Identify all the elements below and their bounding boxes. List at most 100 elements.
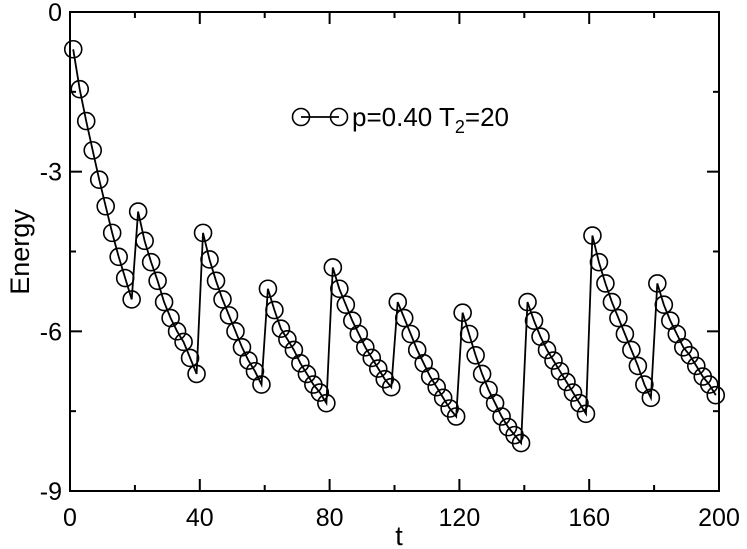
x-tick-label: 80 [316, 504, 344, 532]
data-point [654, 295, 674, 315]
data-point [258, 279, 278, 299]
data-point [699, 375, 719, 394]
series-markers [63, 39, 726, 453]
data-point [70, 79, 90, 99]
data-point [596, 274, 615, 293]
data-point [317, 393, 336, 413]
data-point [122, 290, 141, 309]
data-point [271, 319, 291, 338]
data-point [323, 258, 343, 277]
data-point [128, 202, 148, 221]
data-point [96, 196, 115, 216]
data-point [368, 359, 388, 378]
data-point [622, 340, 641, 360]
data-point [89, 170, 109, 189]
data-point [492, 407, 511, 426]
data-point [63, 39, 83, 59]
data-point [174, 332, 193, 352]
axis-ticks [69, 11, 720, 492]
data-point [583, 226, 602, 245]
data-point [206, 271, 226, 291]
data-point [459, 324, 479, 344]
data-point [420, 367, 440, 386]
data-point [511, 433, 531, 453]
data-point [109, 247, 128, 267]
legend-entry-label: p=0.40 T2=20 [352, 102, 509, 137]
y-axis-title: Energy [5, 209, 35, 295]
data-point [615, 324, 635, 344]
data-point [76, 111, 96, 131]
data-point [680, 345, 700, 365]
data-point [141, 252, 161, 272]
data-point [297, 364, 317, 384]
data-point [265, 300, 284, 320]
x-axis-title: t [395, 521, 403, 549]
legend-label-suffix: =20 [465, 102, 509, 132]
data-point [576, 404, 596, 424]
data-point [200, 250, 219, 269]
legend: p=0.40 T2=20 [291, 102, 509, 137]
data-point [362, 348, 382, 368]
data-point [537, 340, 557, 360]
data-point [433, 388, 453, 408]
data-point [550, 361, 570, 381]
legend-marker-right [329, 107, 349, 127]
data-point [466, 345, 485, 365]
y-tick-label: 0 [48, 0, 62, 27]
x-tick-label: 160 [568, 504, 610, 532]
data-point [641, 388, 661, 408]
axis-tick-labels: 0 40 80 120 160 200 0 -3 -6 -9 [40, 0, 740, 532]
data-point [602, 292, 622, 312]
data-point [310, 383, 330, 402]
data-point [401, 324, 421, 344]
data-point [524, 311, 544, 330]
x-tick-label: 120 [439, 504, 481, 532]
data-point [381, 377, 401, 397]
y-tick-label: -9 [40, 478, 62, 506]
legend-label-subscript: 2 [455, 117, 465, 137]
data-point [226, 322, 245, 341]
y-tick-label: -6 [40, 318, 62, 346]
x-tick-label: 0 [63, 504, 77, 532]
data-point [446, 407, 466, 426]
data-point [148, 271, 167, 291]
data-point [563, 383, 583, 402]
data-point [609, 308, 628, 328]
data-point [135, 231, 154, 251]
data-point [167, 322, 187, 341]
legend-label-prefix: p=0.40 T [352, 102, 455, 132]
legend-marker-left [291, 107, 311, 127]
data-point [518, 292, 537, 312]
y-tick-label: -3 [40, 159, 62, 187]
data-point [544, 351, 563, 370]
plot-frame [69, 11, 720, 492]
data-point [330, 279, 349, 299]
data-point [154, 292, 174, 312]
series-line [72, 49, 717, 446]
data-point [453, 303, 472, 323]
data-point [355, 337, 375, 357]
data-point [336, 295, 356, 315]
data-point [589, 252, 609, 272]
x-tick-label: 200 [698, 504, 740, 532]
data-point [102, 223, 122, 243]
data-point [686, 356, 706, 376]
data-point [557, 372, 576, 392]
data-point [291, 353, 310, 373]
data-point [187, 364, 206, 384]
data-point [83, 141, 103, 160]
x-tick-label: 40 [186, 504, 214, 532]
data-point [570, 393, 589, 413]
data-point [648, 274, 667, 293]
data-point [219, 306, 239, 325]
data-point [213, 290, 232, 309]
data-point [180, 348, 200, 368]
data-point [394, 308, 414, 328]
data-point [252, 375, 271, 394]
data-point [628, 356, 648, 376]
data-point [115, 268, 135, 288]
data-point [427, 377, 446, 397]
data-point [706, 385, 726, 405]
data-point [239, 351, 258, 370]
